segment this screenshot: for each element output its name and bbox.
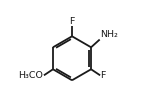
Text: F: F [69,17,75,26]
Text: F: F [101,71,106,80]
Text: H₃CO: H₃CO [19,71,43,80]
Text: NH₂: NH₂ [100,30,118,39]
